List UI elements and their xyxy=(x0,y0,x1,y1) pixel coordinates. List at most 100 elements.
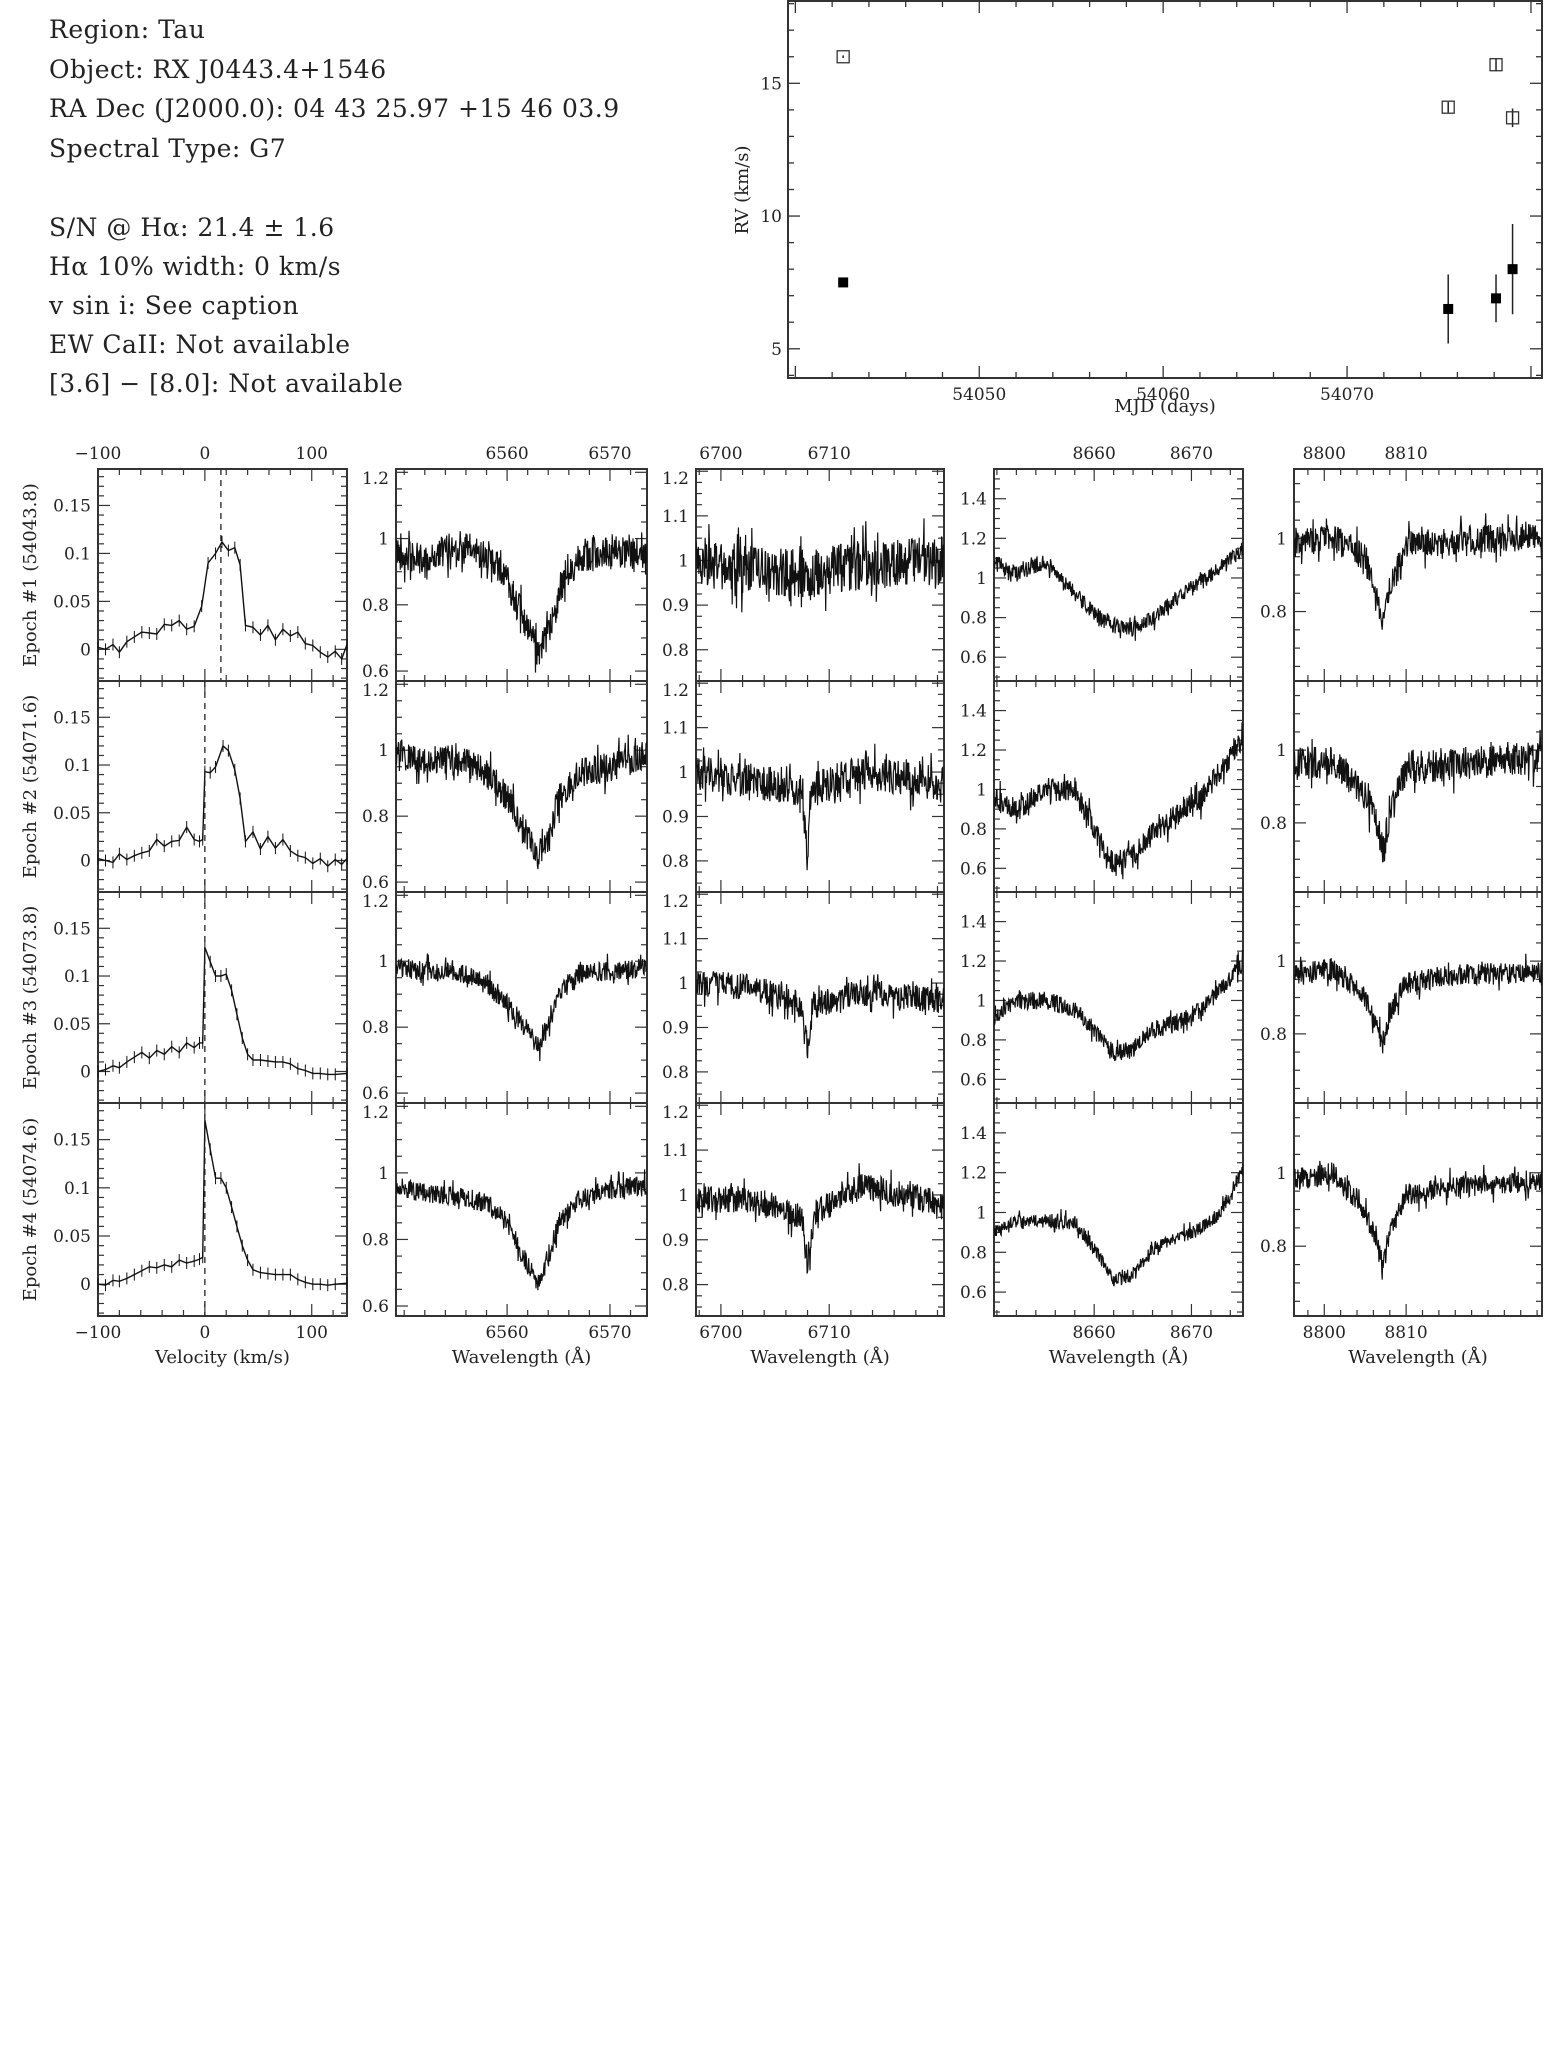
x-tick-label-bottom: 6700 xyxy=(699,1323,742,1343)
y-tick-label: 1 xyxy=(976,1203,987,1223)
y-tick-label: 1.2 xyxy=(362,892,389,912)
y-tick-label: 1 xyxy=(1276,529,1287,549)
y-tick-label: 0.8 xyxy=(1260,1025,1287,1045)
spectrum-panel: 0.6 0.8 1 1.2 1.4 xyxy=(960,680,1244,893)
y-tick-label: 0.6 xyxy=(960,859,987,879)
spectrum-panel: 0.81 xyxy=(1260,891,1543,1104)
y-tick-label: 1.4 xyxy=(960,913,987,933)
y-tick-label: 0.9 xyxy=(662,596,689,616)
x-tick-label-bottom: 8810 xyxy=(1384,1323,1427,1343)
spectrum-panel: 0 0.05 0.1 0.15 Epoch #1 (54043.8) xyxy=(20,468,348,682)
y-tick-label: 0 xyxy=(80,851,91,871)
x-tick-label-bottom: 100 xyxy=(296,1323,328,1343)
x-axis-label: Wavelength (Å) xyxy=(452,1346,592,1368)
y-tick-label: 1.4 xyxy=(960,702,987,722)
line-profile xyxy=(98,744,347,868)
rv-point-open xyxy=(836,50,850,64)
y-tick-label: 1 xyxy=(678,551,689,571)
x-tick-label-bottom: −100 xyxy=(75,1323,122,1343)
y-tick-label: 0.9 xyxy=(662,807,689,827)
y-tick-label: 1 xyxy=(976,569,987,589)
info-header: Region: Tau Object: RX J0443.4+1546 RA D… xyxy=(48,15,619,398)
y-tick-label: 0.1 xyxy=(64,544,91,564)
panel-frame xyxy=(395,468,648,682)
rv-point-filled xyxy=(1491,293,1502,304)
rv-point-filled xyxy=(1443,303,1454,314)
y-tick-label: 1 xyxy=(678,763,689,783)
y-tick-label: 0 xyxy=(80,640,91,660)
y-tick-label: 0.6 xyxy=(362,662,389,682)
y-tick-label: 1.2 xyxy=(662,469,689,489)
y-tick-label: 1.2 xyxy=(960,952,987,972)
y-tick-label: 1.2 xyxy=(662,892,689,912)
y-tick-label: 1 xyxy=(378,1164,389,1184)
y-tick-label: 0.8 xyxy=(362,807,389,827)
x-tick-label-top: 8800 xyxy=(1303,444,1346,464)
spectrum-line xyxy=(1294,729,1542,863)
x-tick-label-bottom: 6710 xyxy=(808,1323,851,1343)
y-tick-label: 0.8 xyxy=(1260,603,1287,623)
panel-frame xyxy=(395,680,648,893)
spectrum-panel: 0.6 0.8 1 1.2 1.4 xyxy=(960,468,1244,682)
rv-point-open xyxy=(1441,100,1455,114)
header-irac-color: [3.6] − [8.0]: Not available xyxy=(49,369,403,398)
line-profile xyxy=(98,947,347,1076)
y-tick-label: 0.8 xyxy=(662,1063,689,1083)
y-tick-label: 1 xyxy=(976,780,987,800)
spectrum-line xyxy=(396,1169,647,1291)
x-tick-label-bottom: 0 xyxy=(199,1323,210,1343)
y-tick-label: 0.9 xyxy=(662,1018,689,1038)
y-tick-label: 0.8 xyxy=(662,641,689,661)
y-tick-label: 1 xyxy=(378,530,389,550)
spectrum-line xyxy=(396,734,647,870)
x-tick-label-top: 6570 xyxy=(588,444,631,464)
spectrum-panel: 0.8 0.9 1 1.1 1.2 xyxy=(662,680,945,893)
panel-frame xyxy=(993,1102,1244,1317)
panel-frame xyxy=(97,891,348,1104)
spectrum-panel: 0.6 0.8 1 1.2 1.4 xyxy=(960,891,1244,1104)
y-tick-label: 0.8 xyxy=(362,1018,389,1038)
y-tick-label: 1.2 xyxy=(362,469,389,489)
header-ew-caii: EW CaII: Not available xyxy=(49,330,351,359)
x-axis-label: Velocity (km/s) xyxy=(154,1347,290,1368)
x-tick-label-bottom: 8800 xyxy=(1303,1323,1346,1343)
y-tick-label: 0 xyxy=(80,1062,91,1082)
rv-point-open xyxy=(1489,58,1503,72)
x-tick-label-top: 6710 xyxy=(808,444,851,464)
x-tick-label: 54050 xyxy=(952,385,1006,405)
spectrum-line xyxy=(696,518,944,613)
x-tick-label-top: 100 xyxy=(296,444,328,464)
y-tick-label: 15 xyxy=(760,74,782,94)
y-tick-label: 0.05 xyxy=(53,804,91,824)
spectrum-panel: 0 0.05 0.1 0.15 Epoch #4 (54074.6) xyxy=(20,1102,348,1317)
y-tick-label: 0.8 xyxy=(960,1031,987,1051)
rv-plot: MJD (days) RV (km/s) 54050 54060 54070 5 10 1… xyxy=(732,0,1543,417)
y-tick-label: 0.6 xyxy=(362,873,389,893)
panel-frame xyxy=(97,1102,348,1317)
line-profile xyxy=(98,540,347,661)
y-tick-label: 0.8 xyxy=(362,596,389,616)
spectrum-line xyxy=(696,1163,944,1274)
y-tick-label: 0.15 xyxy=(53,496,91,516)
y-tick-label: 1.2 xyxy=(662,1103,689,1123)
spectrum-panel: 0.81 xyxy=(1260,1102,1543,1317)
y-tick-label: 0.15 xyxy=(53,919,91,939)
y-tick-label: 1 xyxy=(1276,741,1287,761)
y-tick-label: 0.15 xyxy=(53,1131,91,1151)
y-tick-label: 0.1 xyxy=(64,1179,91,1199)
y-tick-label: 0.6 xyxy=(960,648,987,668)
x-tick-label-bottom: 8670 xyxy=(1170,1323,1213,1343)
epoch-label: Epoch #3 (54073.8) xyxy=(20,906,41,1090)
panel-frame xyxy=(1293,891,1543,1104)
panel-frame xyxy=(1293,468,1543,682)
header-halpha-width: Hα 10% width: 0 km/s xyxy=(49,252,341,281)
y-tick-label: 0.8 xyxy=(662,1276,689,1296)
y-tick-label: 1.2 xyxy=(662,681,689,701)
y-tick-label: 1.2 xyxy=(960,741,987,761)
y-tick-label: 1.2 xyxy=(960,1164,987,1184)
y-tick-label: 0.8 xyxy=(362,1230,389,1250)
panel-frame xyxy=(97,468,348,682)
spectrum-line xyxy=(994,722,1243,880)
y-tick-label: 1 xyxy=(378,952,389,972)
